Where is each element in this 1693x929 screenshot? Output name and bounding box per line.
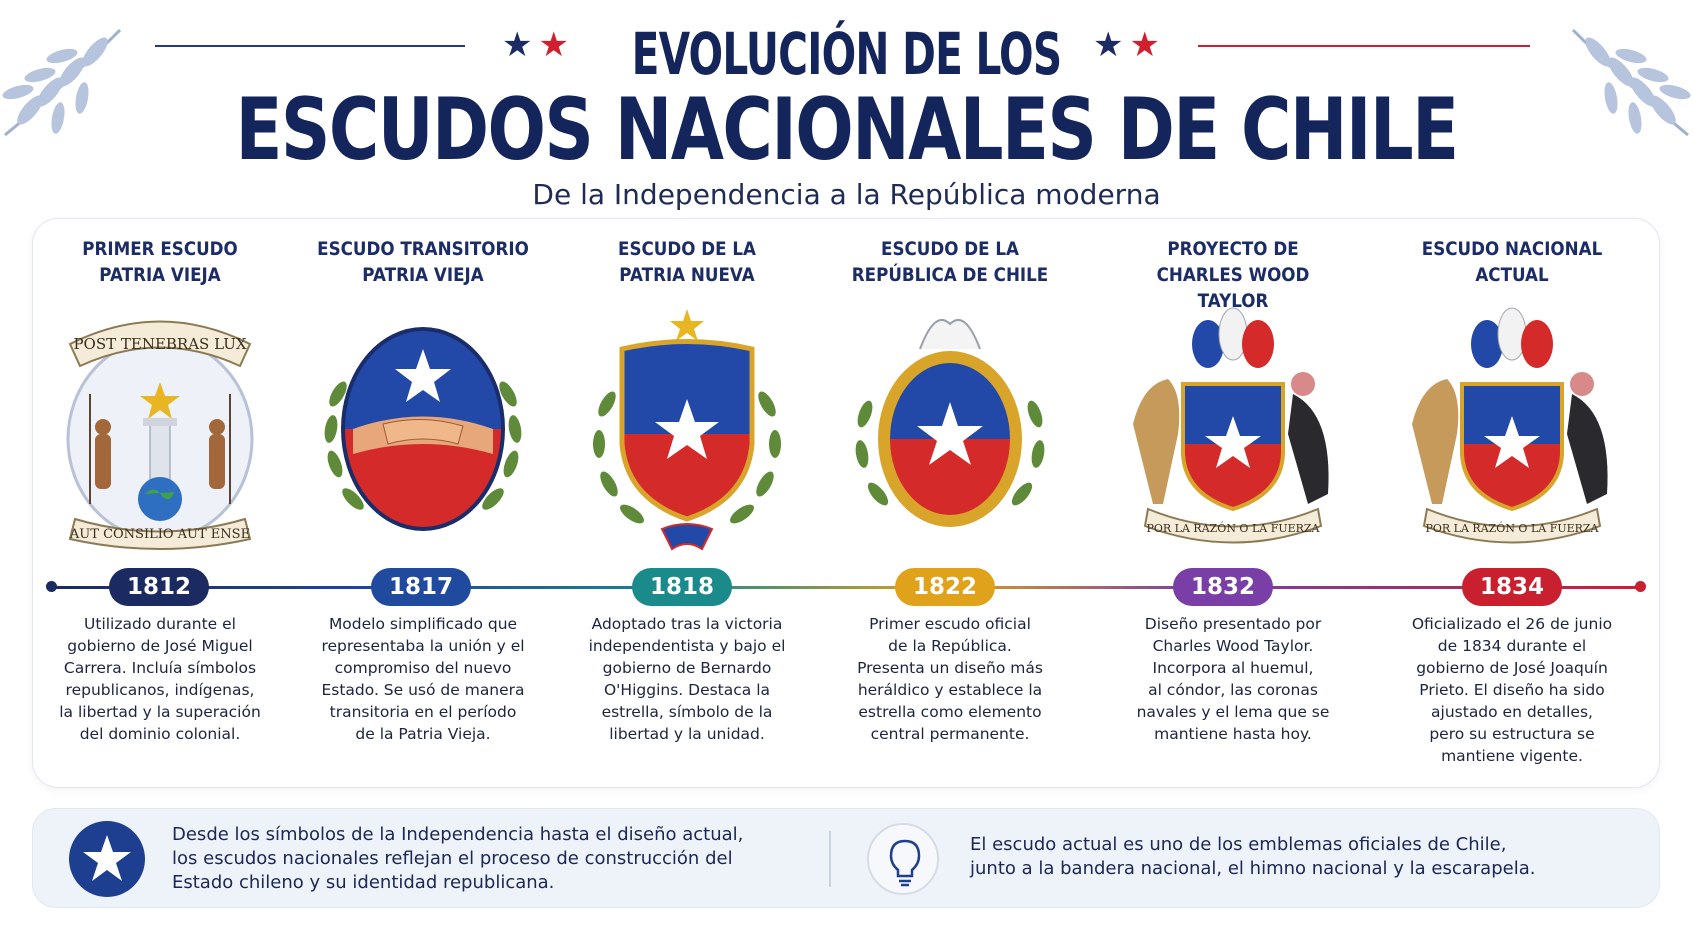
year-badge-1818: 1818 [632,568,732,606]
year-badge-1834: 1834 [1462,568,1562,606]
coat-description: Primer escudo oficial de la República. P… [857,615,1043,743]
laurel-left-icon [2,28,122,137]
coat-card-1832: PROYECTO DE CHARLES WOOD TAYLOR POR LA R… [1103,236,1363,743]
page-subtitle: De la Independencia a la República moder… [532,178,1161,211]
current-coat-icon: POR LA RAZÓN O LA FUERZA [1412,307,1608,544]
header-stars-right-icon: ★★ [1093,25,1166,65]
year-badge-1817: 1817 [371,568,471,606]
timeline-panel [32,218,1660,788]
svg-text:AUT CONSILIO AUT ENSE: AUT CONSILIO AUT ENSE [69,527,250,542]
first-coat-icon: POST TENEBRAS LUX AUT CONSILIO AUT ENSE [66,320,254,550]
page-title-line2: ESCUDOS NACIONALES DE CHILE [235,80,1460,180]
huemul-condor-coat-icon: POR LA RAZÓN O LA FUERZA [1133,307,1329,544]
header-rule-left [155,45,465,47]
header-rule-right [1198,45,1530,47]
republic-coat-icon [855,318,1045,527]
coat-title: PROYECTO DE CHARLES WOOD TAYLOR [1156,238,1310,312]
laurel-right-icon [1571,28,1691,137]
coat-title: ESCUDO NACIONAL ACTUAL [1421,238,1603,286]
year-badge-1822: 1822 [895,568,995,606]
coat-title: ESCUDO DE LA PATRIA NUEVA [618,238,756,286]
coat-title: ESCUDO DE LA REPÚBLICA DE CHILE [851,238,1049,286]
lightbulb-icon [867,823,939,895]
coat-description: Diseño presentado por Charles Wood Taylo… [1136,615,1330,743]
coat-description: Modelo simplificado que representaba la … [321,615,525,743]
footer-right-text: El escudo actual es uno de los emblemas … [970,834,1536,879]
svg-text:POR LA RAZÓN O LA FUERZA: POR LA RAZÓN O LA FUERZA [1425,521,1599,535]
footer-left-text: Desde los símbolos de la Independencia h… [172,824,744,893]
coat-title: PRIMER ESCUDO PATRIA VIEJA [82,238,238,286]
coat-description: Oficializado el 26 de junio de 1834 dura… [1411,615,1613,765]
coat-description: Adoptado tras la victoria independentist… [588,615,786,743]
svg-text:POST TENEBRAS LUX: POST TENEBRAS LUX [73,335,246,353]
header-stars-left-icon: ★★ [502,25,575,65]
timeline-end-dot [1635,581,1646,592]
footer-info-bar: Desde los símbolos de la Independencia h… [32,808,1660,908]
coat-card-1834: ESCUDO NACIONAL ACTUAL POR LA RAZÓN O LA… [1382,236,1642,765]
year-badge-1812: 1812 [109,568,209,606]
footer-divider [829,831,831,887]
timeline-start-dot [46,581,57,592]
coat-card-1817: ESCUDO TRANSITORIO PATRIA VIEJA Modelo s… [293,236,553,743]
coat-card-1812: PRIMER ESCUDO PATRIA VIEJA POST TENEBRAS… [30,236,290,743]
coat-card-1818: ESCUDO DE LA PATRIA NUEVA Adoptado tras … [557,236,817,743]
timeline-line [50,586,1643,589]
coat-card-1822: ESCUDO DE LA REPÚBLICA DE CHILE Primer e… [820,236,1080,743]
coat-title: ESCUDO TRANSITORIO PATRIA VIEJA [317,238,529,286]
year-badge-1832: 1832 [1173,568,1273,606]
star-badge-icon [69,821,145,897]
page-title-line1: EVOLUCIÓN DE LOS [631,20,1063,88]
patria-nueva-coat-icon [593,309,781,551]
svg-text:POR LA RAZÓN O LA FUERZA: POR LA RAZÓN O LA FUERZA [1146,521,1320,535]
handshake-coat-icon [324,327,522,531]
coat-description: Utilizado durante el gobierno de José Mi… [59,615,261,743]
